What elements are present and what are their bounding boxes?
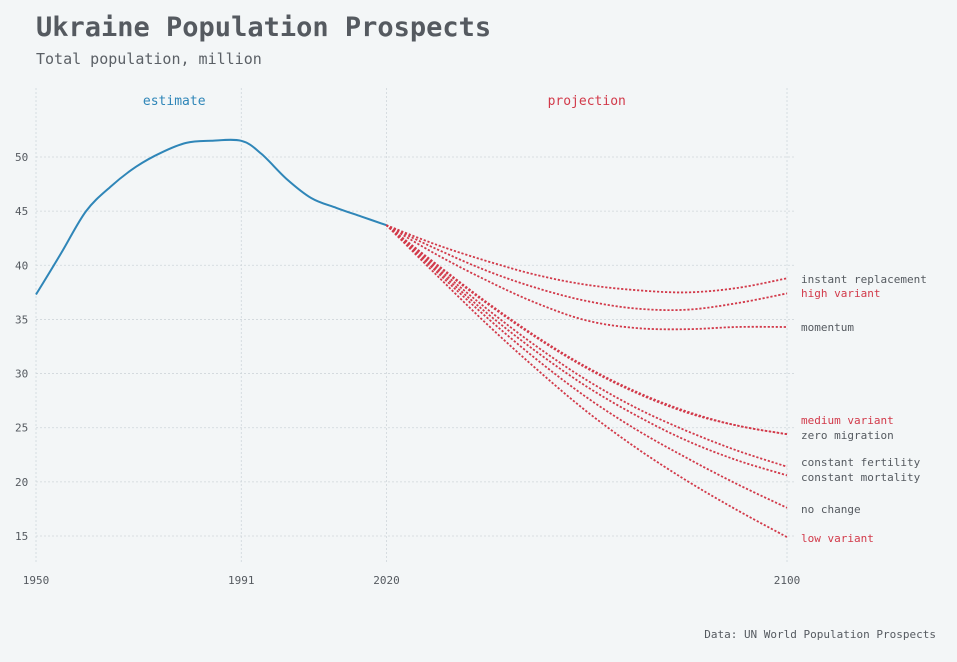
projection-line <box>385 224 788 477</box>
y-tick-label: 45 <box>15 205 28 218</box>
axis-ticks: 15 20 25 30 35 40 45 50 1950 1991 2020 2100 <box>15 151 800 587</box>
chart-subtitle: Total population, million <box>36 50 262 68</box>
series-end-label: constant mortality <box>801 471 921 484</box>
series-end-label: momentum <box>801 321 854 334</box>
estimate-line <box>35 138 387 296</box>
y-tick-label: 50 <box>15 151 28 164</box>
x-tick-label: 2020 <box>373 574 400 587</box>
series-end-label: zero migration <box>801 429 894 442</box>
projection-line <box>385 224 788 468</box>
y-tick-label: 25 <box>15 422 28 435</box>
projection-line <box>385 224 788 436</box>
y-tick-label: 20 <box>15 476 28 489</box>
chart-title: Ukraine Population Prospects <box>36 12 492 43</box>
projection-line <box>385 224 788 509</box>
projection-line <box>386 224 788 331</box>
series <box>35 138 788 538</box>
series-end-label: low variant <box>801 532 874 545</box>
projection-line <box>385 224 788 436</box>
series-end-label: no change <box>801 503 861 516</box>
x-tick-label: 1991 <box>228 574 255 587</box>
grid <box>35 88 795 562</box>
data-source-note: Data: UN World Population Prospects <box>704 628 936 641</box>
series-end-label: constant fertility <box>801 456 921 469</box>
y-tick-label: 40 <box>15 259 28 272</box>
x-tick-label: 1950 <box>23 574 50 587</box>
y-tick-label: 30 <box>15 368 28 381</box>
y-tick-label: 35 <box>15 313 28 326</box>
series-end-label: instant replacement <box>801 273 927 286</box>
section-labels: estimate projection <box>143 94 626 109</box>
series-end-label: medium variant <box>801 414 894 427</box>
y-tick-label: 15 <box>15 530 28 543</box>
section-label: estimate <box>143 94 206 109</box>
series-end-label: high variant <box>801 287 880 300</box>
projection-line <box>386 224 788 294</box>
section-label: projection <box>548 94 626 109</box>
projection-line <box>386 224 788 312</box>
x-tick-label: 2100 <box>774 574 801 587</box>
